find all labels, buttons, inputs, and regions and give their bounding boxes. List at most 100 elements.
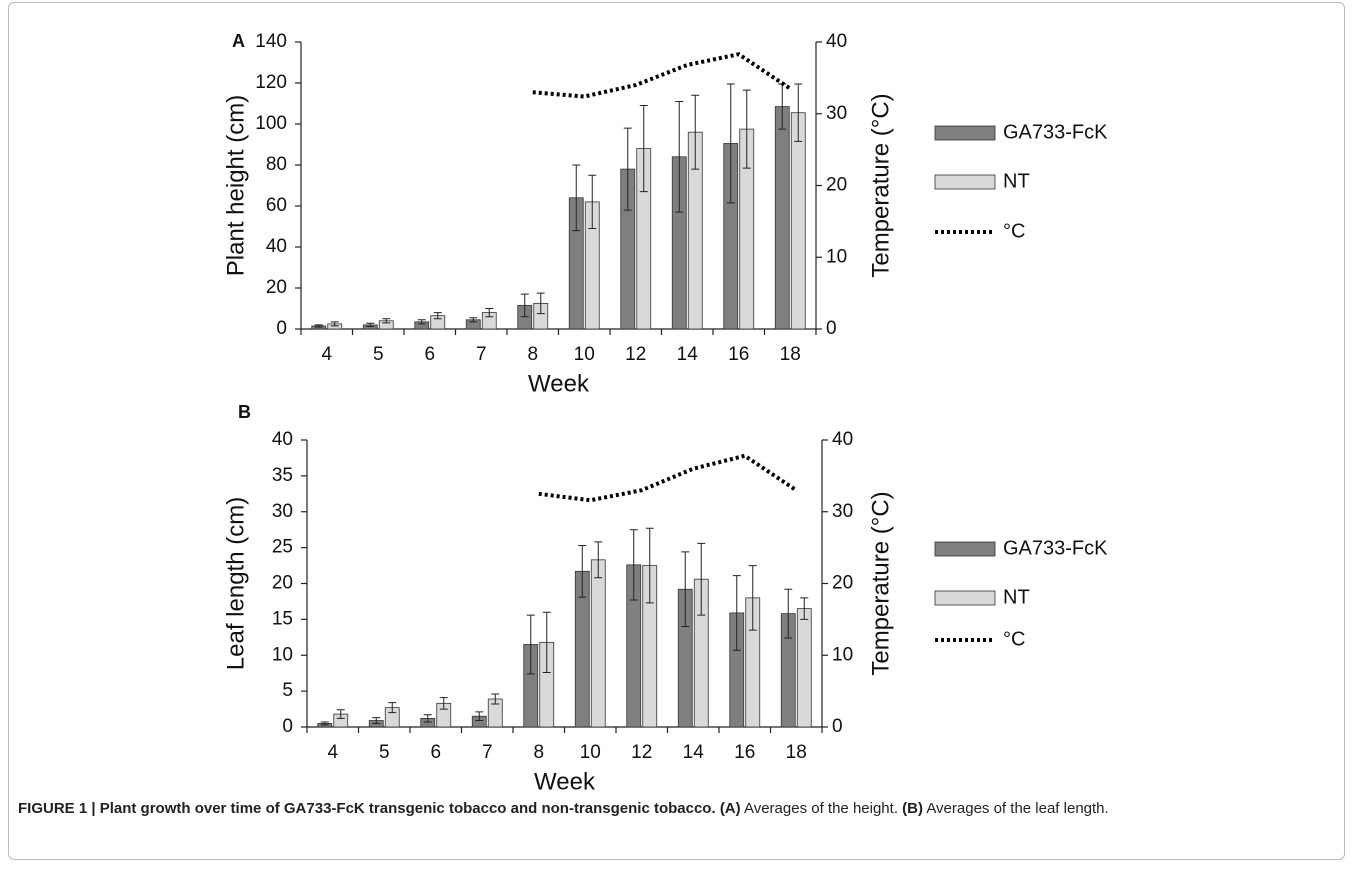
y-tick-label: 15 [272,608,293,629]
error-bar [578,544,587,598]
x-tick-label: 16 [734,742,755,763]
x-tick-label: 8 [527,344,538,365]
error-bar [594,541,603,579]
x-tick-label: 12 [625,344,646,365]
error-bar [382,318,391,324]
legend-swatch [934,541,996,557]
error-bar [629,529,638,601]
x-tick-label: 14 [683,742,705,763]
y-tick-label: 0 [282,716,293,737]
x-tick-label: 5 [379,742,390,763]
y2-tick-label: 40 [832,429,853,450]
legend-swatch [934,125,996,141]
y-axis-label: Leaf length (cm) [222,497,249,670]
panel-label: B [238,402,251,422]
error-bar [639,105,648,193]
temperature-line [538,453,798,503]
error-bar [520,293,529,318]
error-bar [697,542,706,616]
error-bar [475,711,484,722]
x-tick-label: 10 [580,742,601,763]
error-bar [794,83,803,142]
y-tick-label: 120 [255,72,287,93]
error-bar [784,588,793,639]
error-bar [485,308,494,318]
x-tick-label: 7 [476,344,487,365]
legend-label: NT [1003,586,1030,608]
caption-title: FIGURE 1 | Plant growth over time of GA7… [18,800,716,817]
legend-swatch [934,174,996,190]
error-bar [330,321,339,327]
error-bar [691,94,700,170]
error-bar [320,721,329,726]
error-bar [681,551,690,628]
y2-tick-label: 30 [832,501,853,522]
y-tick-label: 40 [272,429,293,450]
legend-label: GA733-FcK [1003,537,1108,559]
caption-label: (A) [719,800,741,817]
legend-label: NT [1003,170,1030,192]
error-bar [748,565,757,631]
error-bar [800,597,809,620]
x-tick-label: 6 [424,344,435,365]
error-bar [314,324,323,328]
error-bar [526,614,535,675]
y2-tick-label: 10 [826,246,847,267]
bar [774,106,790,330]
error-bar [536,292,545,315]
x-axis-label: Week [534,768,596,790]
y-tick-label: 80 [266,154,287,175]
y-tick-label: 5 [282,680,293,701]
error-bar [372,717,381,724]
error-bar [732,575,741,651]
y2-axis-label: Temperature (°C) [867,491,894,675]
x-tick-label: 8 [533,742,544,763]
error-bar [439,697,448,710]
legend-swatch [934,590,996,606]
error-bar [433,312,442,320]
error-bar [491,693,500,705]
error-bar [623,127,632,211]
caption: FIGURE 1 | Plant growth over time of GA7… [18,798,1318,820]
bar [796,608,812,728]
x-axis-label: Week [528,370,590,397]
error-bar [469,317,478,323]
y2-tick-label: 20 [832,573,853,594]
error-bar [726,83,735,204]
y2-tick-label: 20 [826,175,847,196]
y2-tick-label: 0 [826,318,837,339]
y2-tick-label: 0 [832,716,843,737]
bar [590,559,606,728]
y2-axis-label: Temperature (°C) [867,93,894,277]
y-tick-label: 35 [272,465,293,486]
x-tick-label: 18 [786,742,807,763]
caption-text: Averages of the leaf length. [926,800,1109,817]
x-tick-label: 16 [728,344,749,365]
y2-tick-label: 30 [826,103,847,124]
x-tick-label: 4 [321,344,332,365]
y-tick-label: 25 [272,537,293,558]
y-tick-label: 20 [272,573,293,594]
y2-tick-label: 40 [826,31,847,52]
legend-label: °C [1003,628,1025,650]
error-bar [423,714,432,723]
caption-text: Averages of the height. [743,800,898,817]
y-tick-label: 40 [266,236,287,257]
y-tick-label: 10 [272,644,293,665]
y-tick-label: 60 [266,195,287,216]
y-axis-label: Plant height (cm) [222,95,249,276]
error-bar [336,709,345,719]
error-bar [388,702,397,714]
error-bar [645,527,654,604]
y-tick-label: 100 [255,113,287,134]
error-bar [742,89,751,169]
y-tick-label: 0 [276,318,287,339]
x-tick-label: 12 [631,742,652,763]
error-bar [366,322,375,328]
temperature-line [532,52,792,99]
figure-frame [8,2,1345,860]
y2-tick-label: 10 [832,644,853,665]
y-tick-label: 20 [266,277,287,298]
x-tick-label: 18 [780,344,801,365]
